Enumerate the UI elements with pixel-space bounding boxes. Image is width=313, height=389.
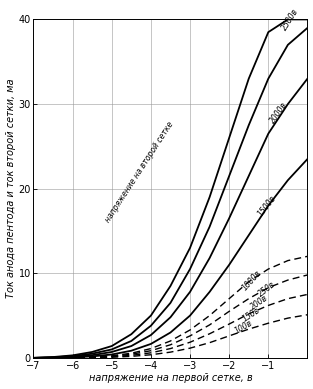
Text: 150в: 150в (241, 306, 262, 324)
X-axis label: напряжение на первой сетке, в: напряжение на первой сетке, в (89, 373, 252, 384)
Text: 2000в: 2000в (268, 100, 290, 125)
Text: 1500в: 1500в (257, 194, 279, 218)
Text: 100в: 100в (233, 319, 254, 336)
Text: 1000в: 1000в (241, 268, 264, 292)
Text: напряжение на второй сетке: напряжение на второй сетке (103, 120, 175, 224)
Text: 2500в: 2500в (280, 7, 300, 32)
Text: 200в: 200в (249, 293, 269, 311)
Text: 250в: 250в (257, 280, 277, 299)
Y-axis label: Ток анода пентода и ток второй сетки, ма: Ток анода пентода и ток второй сетки, ма (6, 79, 16, 298)
